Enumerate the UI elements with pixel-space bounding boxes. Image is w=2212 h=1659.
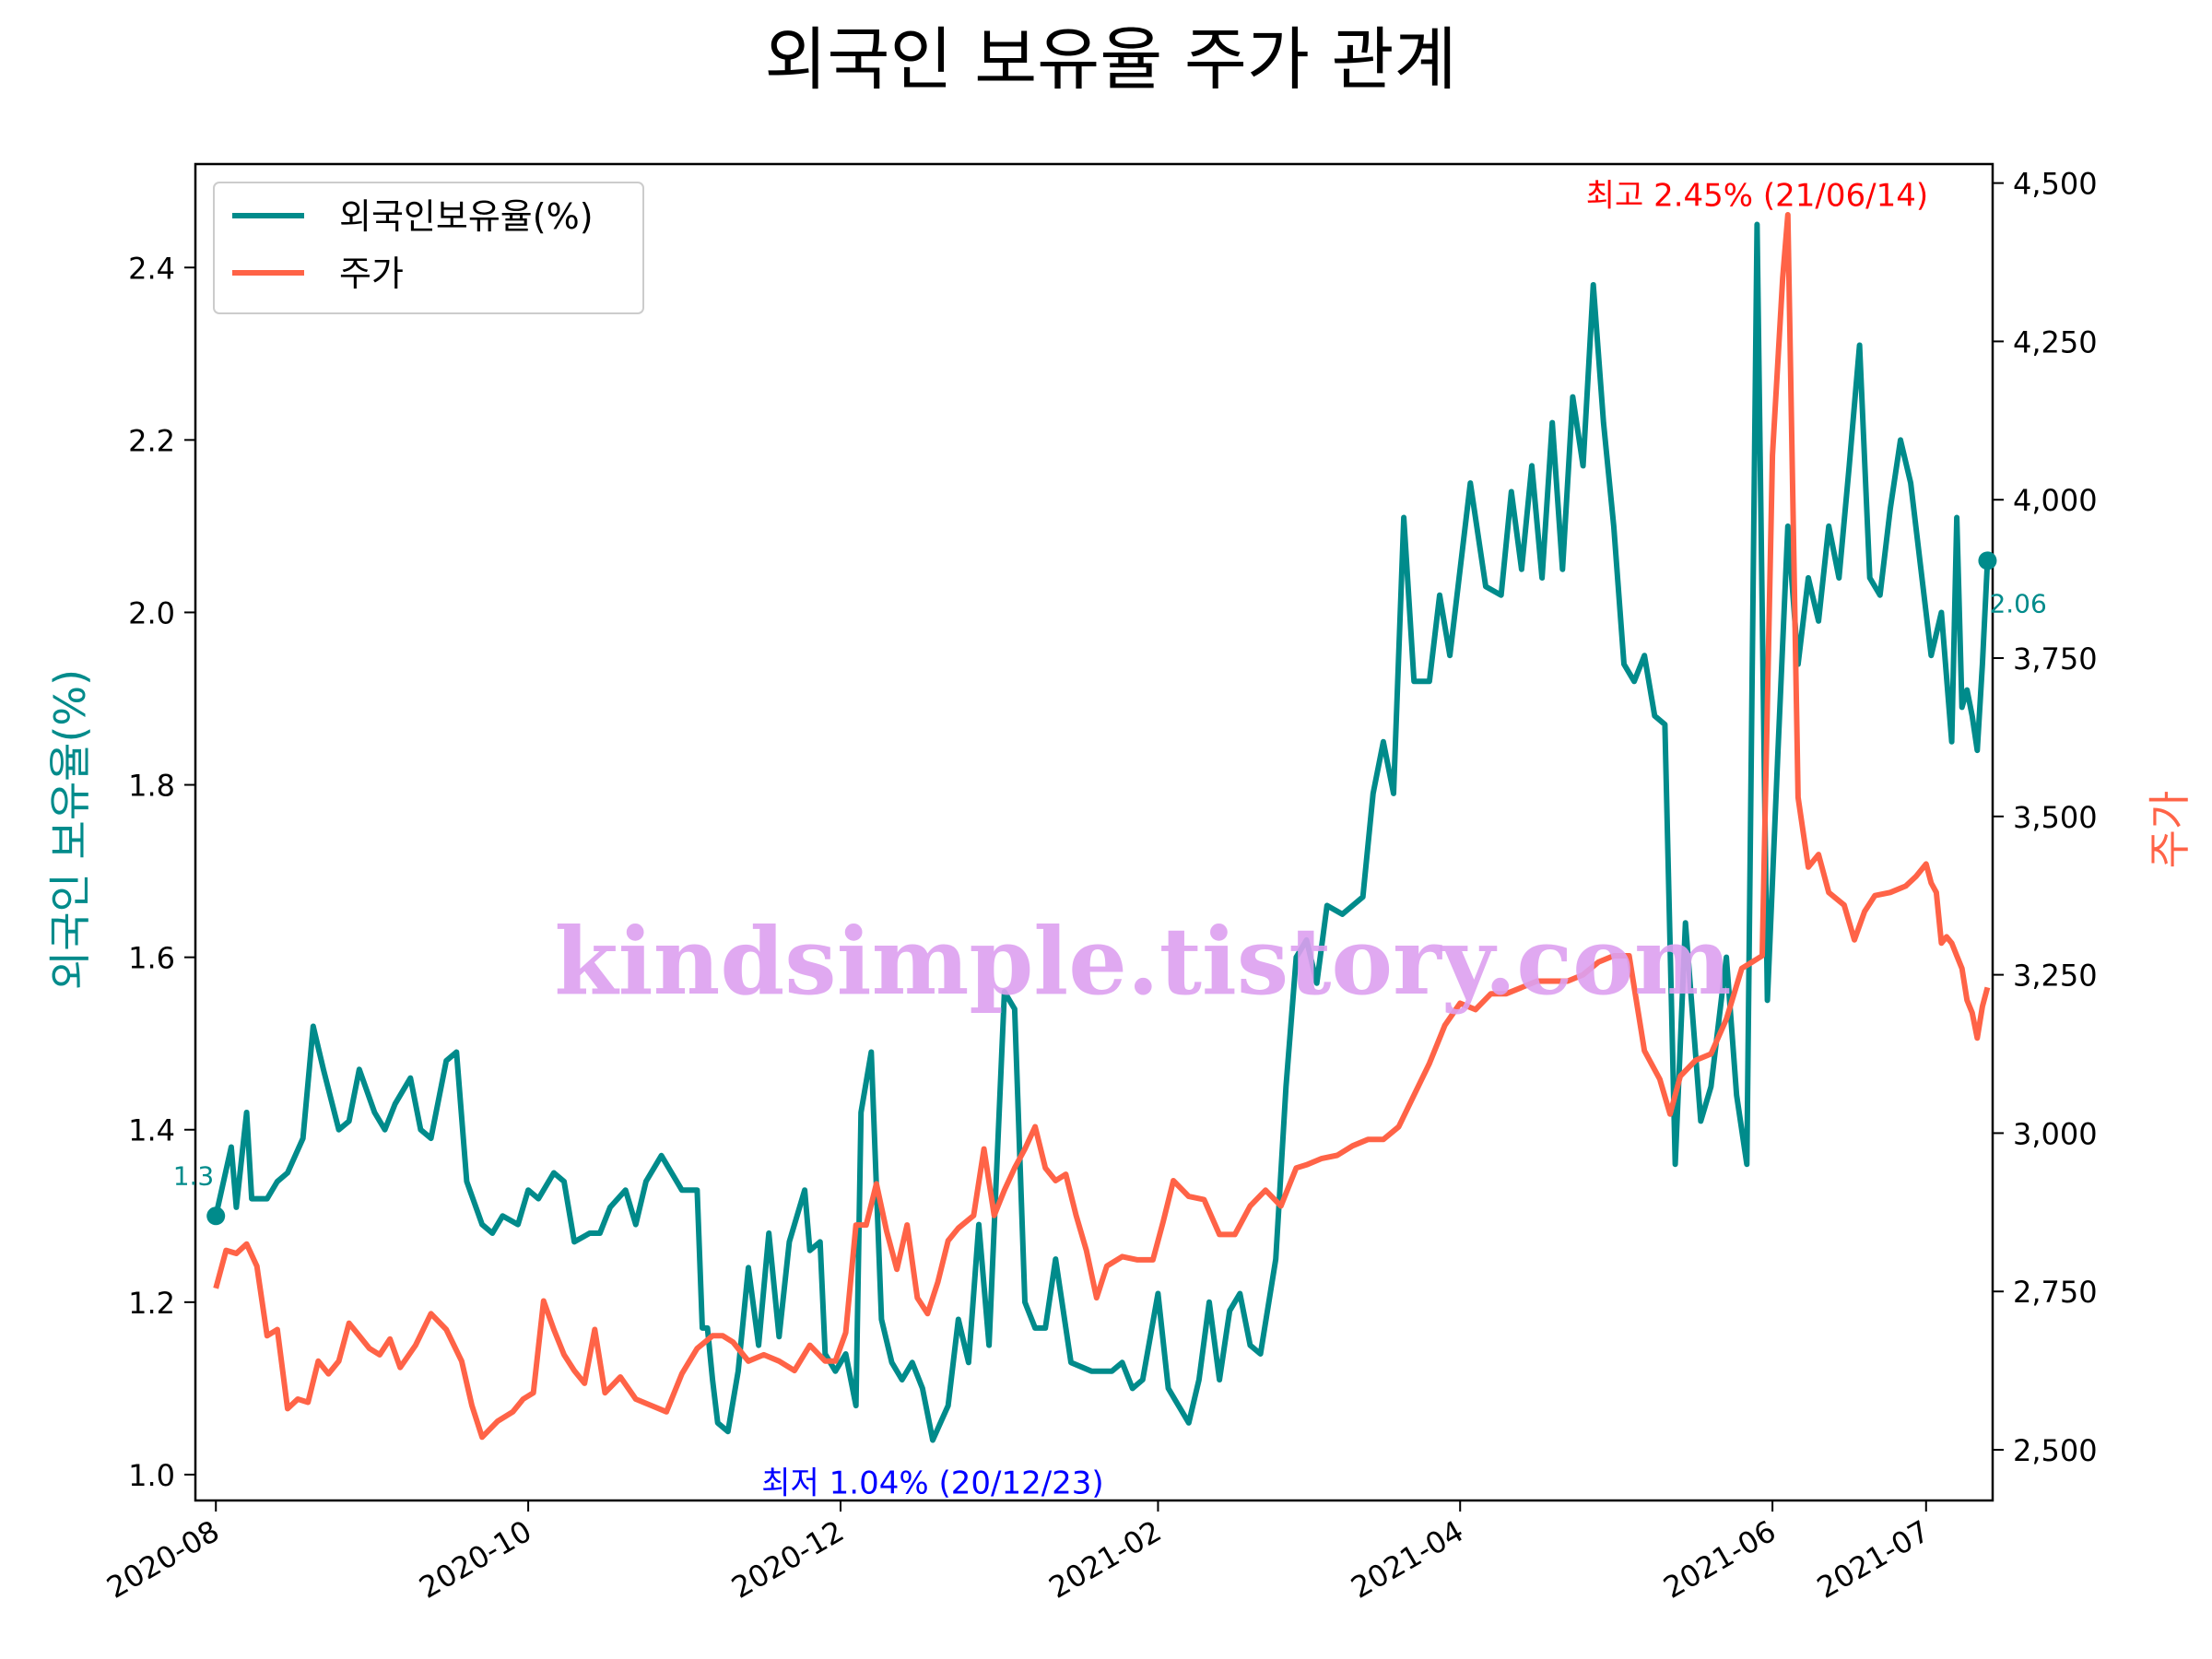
annotations: 최고 2.45% (21/06/14) 최저 1.04% (20/12/23) 1.…	[173, 177, 2047, 1501]
y-tick-label-left: 1.4	[128, 1113, 175, 1148]
annotation-min: 최저 1.04% (20/12/23)	[761, 1465, 1103, 1502]
y-tick-label-right: 2,750	[2013, 1275, 2098, 1310]
y-tick-label-left: 1.0	[128, 1458, 175, 1493]
y-tick-label-left: 1.2	[128, 1286, 175, 1321]
legend-label-ownership: 외국인보유율(%)	[339, 196, 594, 237]
y-tick-label-right: 3,000	[2013, 1116, 2098, 1151]
axes-frame	[194, 162, 1994, 1502]
series-line-ownership	[213, 221, 1991, 1443]
start-marker	[206, 1206, 226, 1226]
y-tick-label-right: 3,750	[2013, 641, 2098, 677]
x-tick-label: 2021-07	[1811, 1513, 1936, 1606]
y-tick-label-left: 1.8	[128, 769, 175, 804]
y-tick-label-left: 2.4	[128, 251, 175, 286]
plot-area	[213, 212, 1991, 1443]
legend: 외국인보유율(%) 주가	[213, 182, 644, 314]
y-tick-label-right: 4,000	[2013, 483, 2098, 518]
annotation-start: 1.3	[173, 1160, 215, 1191]
y-tick-label-right: 4,250	[2013, 324, 2098, 359]
y-tick-label-right: 3,250	[2013, 959, 2098, 994]
x-tick-label: 2020-10	[413, 1513, 537, 1606]
x-tick-label: 2021-02	[1043, 1513, 1168, 1606]
legend-label-price: 주가	[339, 253, 404, 294]
y-tick-label-right: 4,500	[2013, 167, 2098, 202]
chart-title: 외국인 보유율 주가 관계	[764, 20, 1456, 100]
y-tick-label-left: 1.6	[128, 941, 175, 976]
y-tick-label-left: 2.2	[128, 423, 175, 458]
series-line-price	[213, 212, 1991, 1441]
x-tick-label: 2021-04	[1345, 1513, 1469, 1606]
y-tick-label-left: 2.0	[128, 595, 175, 630]
x-tick-label: 2020-08	[100, 1513, 225, 1606]
y-axis-label-right: 주가	[2145, 791, 2194, 869]
x-tick-label: 2020-12	[725, 1513, 850, 1606]
legend-frame	[213, 182, 644, 314]
y-tick-label-right: 3,500	[2013, 800, 2098, 835]
axes: 1.0 1.2 1.4 1.6 1.8 2.0 2.2 2.4 2,500 2,750 3,000 3…	[100, 162, 2098, 1606]
y-axis-label-left: 외국인 보유율(%)	[45, 669, 95, 990]
annotation-max: 최고 2.45% (21/06/14)	[1586, 177, 1928, 214]
y-tick-label-right: 2,500	[2013, 1433, 2098, 1468]
end-marker	[1978, 551, 1997, 571]
annotation-end: 2.06	[1989, 588, 2046, 618]
watermark-text: kindsimple.tistory.com	[554, 907, 1731, 1016]
x-tick-label: 2021-06	[1657, 1513, 1782, 1606]
